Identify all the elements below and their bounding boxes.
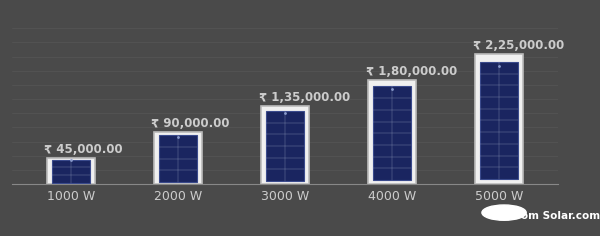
Circle shape xyxy=(482,205,526,220)
Bar xyxy=(373,86,412,180)
Bar xyxy=(52,160,90,183)
Bar xyxy=(475,54,523,184)
Bar xyxy=(266,111,304,181)
Text: ₹ 1,80,000.00: ₹ 1,80,000.00 xyxy=(365,65,457,78)
Text: 🔥: 🔥 xyxy=(500,206,508,219)
Text: Loom Solar.com: Loom Solar.com xyxy=(506,211,600,221)
Bar xyxy=(154,132,202,184)
Bar xyxy=(368,80,416,184)
Text: ₹ 1,35,000.00: ₹ 1,35,000.00 xyxy=(259,91,350,104)
Bar xyxy=(47,158,95,184)
Bar xyxy=(480,62,518,179)
Text: ₹ 45,000.00: ₹ 45,000.00 xyxy=(44,143,123,156)
Text: ₹ 90,000.00: ₹ 90,000.00 xyxy=(151,117,230,130)
Bar xyxy=(158,135,197,182)
Bar xyxy=(261,106,309,184)
Text: ₹ 2,25,000.00: ₹ 2,25,000.00 xyxy=(473,39,564,52)
